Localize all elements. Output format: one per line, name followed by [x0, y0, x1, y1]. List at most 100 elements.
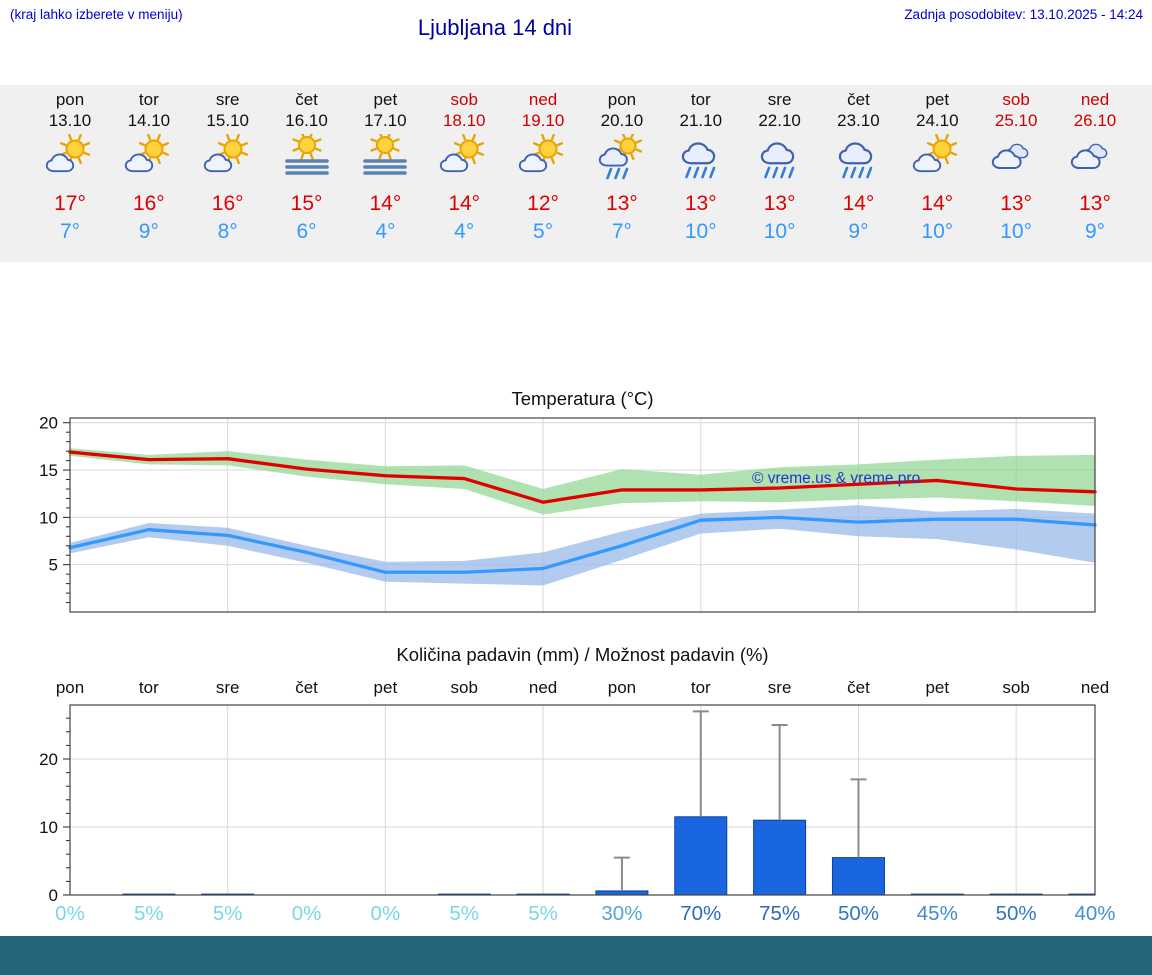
day-name: tor [138, 90, 159, 109]
day-name: ned [528, 90, 558, 109]
day-name: sre [215, 90, 240, 109]
forecast-day-22.10[interactable]: sre 22.10 13° 10° [739, 89, 821, 244]
day-name: ned [1080, 90, 1110, 109]
sun-cloud-icon [502, 133, 584, 182]
precip-probability: 5% [528, 902, 558, 925]
svg-text:10: 10 [39, 818, 58, 837]
precip-probability: 0% [370, 902, 401, 925]
high-temp: 15° [290, 192, 323, 215]
day-name: pon [607, 90, 637, 109]
svg-text:15: 15 [39, 461, 58, 480]
page-title: Ljubljana 14 dni [417, 15, 573, 40]
svg-text:0: 0 [49, 886, 58, 905]
precip-probability: 5% [212, 902, 243, 925]
sun-cloud-icon [896, 133, 978, 182]
low-temp: 9° [848, 220, 869, 243]
forecast-day-16.10[interactable]: čet 16.10 15° 6° [266, 89, 348, 244]
forecast-day-15.10[interactable]: sre 15.10 16° 8° [187, 89, 269, 244]
forecast-strip: pon 13.10 17° 7° tor 14.10 16° 9° sre 15.10 16° 8° č… [0, 85, 1152, 262]
precip-probability: 30% [601, 902, 643, 925]
precip-probability: 5% [134, 902, 164, 925]
high-temp: 16° [132, 192, 165, 215]
day-name: sob [450, 90, 478, 109]
day-name: sob [1002, 90, 1030, 109]
high-temp: 13° [684, 192, 717, 215]
day-date: 13.10 [48, 111, 92, 130]
forecast-day-23.10[interactable]: čet 23.10 14° 9° [817, 89, 899, 244]
precipitation-chart: 0 10 20 [39, 704, 1096, 905]
precip-day-label: pet [373, 678, 398, 697]
low-temp: 10° [763, 220, 796, 243]
day-date: 25.10 [994, 111, 1038, 130]
day-date: 22.10 [758, 111, 801, 130]
precip-bar [831, 857, 885, 895]
forecast-day-14.10[interactable]: tor 14.10 16° 9° [108, 89, 190, 244]
precip-day-label: ned [1080, 678, 1110, 697]
day-name: pon [55, 90, 85, 109]
precip-bar [595, 890, 649, 895]
sun-cloud-icon [187, 133, 269, 182]
forecast-day-21.10[interactable]: tor 21.10 13° 10° [660, 89, 742, 244]
low-temp: 9° [138, 220, 159, 243]
forecast-day-18.10[interactable]: sob 18.10 14° 4° [423, 89, 505, 244]
cloudy-icon [1054, 134, 1136, 182]
day-date: 23.10 [837, 111, 880, 130]
day-date: 15.10 [206, 111, 249, 130]
high-temp: 13° [606, 192, 638, 215]
cloudy-icon [975, 134, 1057, 182]
low-temp: 6° [296, 220, 317, 243]
low-temp: 10° [684, 220, 717, 243]
high-temp: 17° [54, 192, 86, 215]
footer-bar [0, 936, 1152, 975]
high-temp: 16° [211, 192, 244, 215]
day-date: 16.10 [285, 111, 328, 130]
precip-probability: 5% [449, 902, 480, 925]
forecast-day-13.10[interactable]: pon 13.10 17° 7° [29, 89, 111, 244]
watermark: © vreme.us & vreme.pro [752, 470, 920, 487]
sun-rain-icon [581, 131, 663, 182]
precip-probability: 45% [916, 902, 958, 925]
svg-text:20: 20 [39, 414, 58, 433]
precip-bar [674, 816, 728, 895]
cloud-rain-icon [739, 134, 821, 182]
min-range-band [70, 505, 1095, 586]
day-name: pet [373, 90, 398, 109]
high-temp: 13° [1079, 192, 1111, 215]
day-date: 19.10 [521, 111, 565, 130]
low-temp: 7° [611, 220, 632, 243]
low-temp: 9° [1084, 220, 1106, 243]
svg-text:20: 20 [39, 750, 58, 769]
precip-day-label: pon [607, 678, 637, 697]
day-date: 17.10 [364, 111, 407, 130]
low-temp: 10° [1000, 220, 1033, 243]
precip-probability: 0% [55, 902, 85, 925]
fog-sun-icon [266, 130, 348, 182]
precip-day-label: sre [767, 678, 792, 697]
sun-cloud-icon [423, 133, 505, 182]
day-name: pet [925, 90, 950, 109]
low-temp: 4° [375, 220, 396, 243]
day-name: čet [295, 90, 318, 109]
precip-probability: 50% [837, 902, 879, 925]
precip-day-label: pet [925, 678, 950, 697]
max-temp-line [68, 450, 1097, 504]
forecast-day-26.10[interactable]: ned 26.10 13° 9° [1054, 89, 1136, 244]
high-temp: 13° [1000, 192, 1033, 215]
precip-day-label: sre [215, 678, 240, 697]
precip-probability: 50% [995, 902, 1037, 925]
forecast-day-17.10[interactable]: pet 17.10 14° 4° [344, 89, 426, 244]
day-name: sre [767, 90, 792, 109]
forecast-day-24.10[interactable]: pet 24.10 14° 10° [896, 89, 978, 244]
forecast-day-19.10[interactable]: ned 19.10 12° 5° [502, 89, 584, 244]
location-menu-note: (kraj lahko izberete v meniju) [10, 7, 183, 22]
fog-sun-icon [344, 130, 426, 182]
precip-day-label: pon [55, 678, 85, 697]
precip-probability: 40% [1074, 902, 1116, 925]
forecast-day-20.10[interactable]: pon 20.10 13° 7° [581, 89, 663, 244]
precip-day-label: ned [528, 678, 558, 697]
precip-bar [753, 819, 807, 895]
day-date: 26.10 [1073, 111, 1117, 130]
high-temp: 14° [921, 192, 954, 215]
day-date: 18.10 [442, 111, 486, 130]
forecast-day-25.10[interactable]: sob 25.10 13° 10° [975, 89, 1057, 244]
